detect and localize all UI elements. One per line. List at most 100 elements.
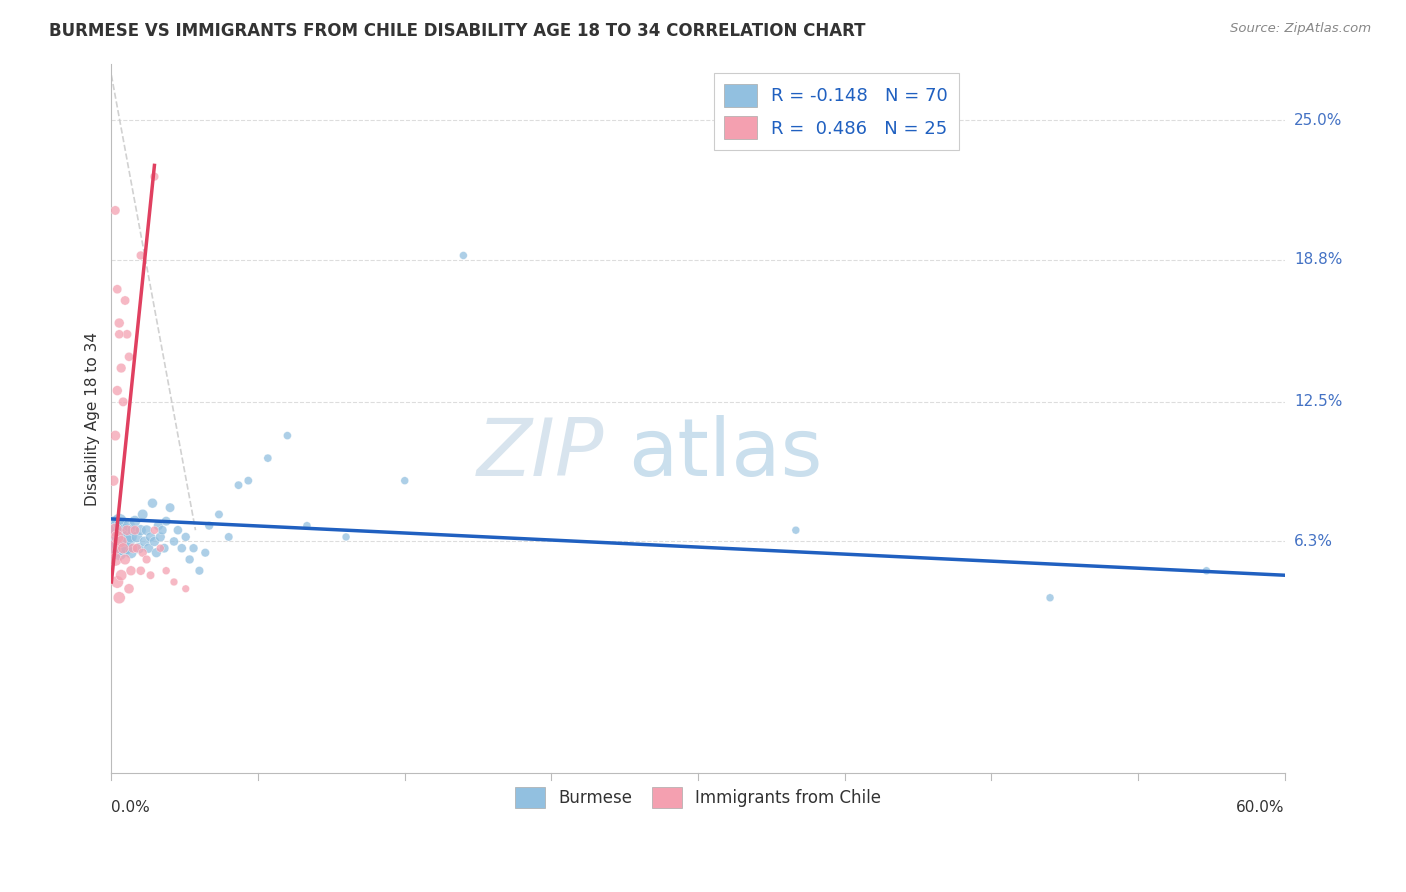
Point <box>295 518 318 533</box>
Point <box>104 523 127 537</box>
Point <box>143 534 166 549</box>
Point <box>208 508 231 522</box>
Point <box>108 327 131 342</box>
Point <box>110 534 132 549</box>
Point <box>198 518 221 533</box>
Point <box>128 541 150 556</box>
Point <box>394 474 416 488</box>
Point <box>118 518 141 533</box>
Point <box>104 428 127 442</box>
Point <box>174 582 197 596</box>
Point <box>115 530 138 544</box>
Point <box>112 537 135 551</box>
Point <box>139 530 162 544</box>
Point <box>105 574 128 589</box>
Point <box>118 534 141 549</box>
Point <box>276 428 298 442</box>
Point <box>108 591 131 605</box>
Point <box>108 316 131 330</box>
Point <box>163 574 186 589</box>
Point <box>115 541 138 556</box>
Point <box>112 525 135 540</box>
Point <box>118 350 141 364</box>
Point <box>145 546 167 560</box>
Point <box>143 523 166 537</box>
Point <box>150 523 173 537</box>
Point <box>159 500 181 515</box>
Point <box>238 474 260 488</box>
Point <box>155 514 177 528</box>
Point <box>103 474 125 488</box>
Point <box>125 530 148 544</box>
Point <box>103 541 125 556</box>
Point <box>105 541 128 556</box>
Point <box>163 534 186 549</box>
Point <box>129 564 152 578</box>
Point <box>110 541 132 556</box>
Point <box>114 293 136 308</box>
Point <box>218 530 240 544</box>
Point <box>131 508 153 522</box>
Point <box>104 541 127 556</box>
Point <box>105 534 128 549</box>
Point <box>108 514 131 528</box>
Point <box>183 541 205 556</box>
Legend: Burmese, Immigrants from Chile: Burmese, Immigrants from Chile <box>508 780 889 814</box>
Point <box>129 248 152 262</box>
Text: atlas: atlas <box>627 415 823 493</box>
Point <box>179 552 201 566</box>
Point <box>131 546 153 560</box>
Point <box>138 541 160 556</box>
Text: Source: ZipAtlas.com: Source: ZipAtlas.com <box>1230 22 1371 36</box>
Point <box>105 530 128 544</box>
Text: 6.3%: 6.3% <box>1294 534 1333 549</box>
Text: 60.0%: 60.0% <box>1236 800 1285 815</box>
Point <box>170 541 193 556</box>
Text: 18.8%: 18.8% <box>1294 252 1343 268</box>
Text: ZIP: ZIP <box>477 415 605 493</box>
Point <box>1039 591 1062 605</box>
Point <box>114 523 136 537</box>
Point <box>124 514 146 528</box>
Text: BURMESE VS IMMIGRANTS FROM CHILE DISABILITY AGE 18 TO 34 CORRELATION CHART: BURMESE VS IMMIGRANTS FROM CHILE DISABIL… <box>49 22 866 40</box>
Point <box>110 568 132 582</box>
Point <box>114 534 136 549</box>
Point <box>104 518 127 533</box>
Point <box>134 534 156 549</box>
Point <box>103 523 125 537</box>
Point <box>110 518 132 533</box>
Point <box>135 552 157 566</box>
Point <box>105 282 128 296</box>
Point <box>112 394 135 409</box>
Point <box>194 546 217 560</box>
Point <box>188 564 211 578</box>
Point <box>257 451 280 466</box>
Point <box>148 518 170 533</box>
Point <box>104 552 127 566</box>
Point <box>141 496 163 510</box>
Point <box>108 530 131 544</box>
Point <box>103 530 125 544</box>
Point <box>105 525 128 540</box>
Point <box>149 530 172 544</box>
Text: 0.0%: 0.0% <box>111 800 150 815</box>
Text: 25.0%: 25.0% <box>1294 113 1343 128</box>
Point <box>104 530 127 544</box>
Point <box>139 568 162 582</box>
Point <box>108 546 131 560</box>
Point <box>105 384 128 398</box>
Point <box>120 530 142 544</box>
Point <box>112 530 135 544</box>
Point <box>143 169 166 184</box>
Point <box>114 541 136 556</box>
Point <box>453 248 475 262</box>
Point <box>149 541 172 556</box>
Point <box>115 327 138 342</box>
Point <box>335 530 357 544</box>
Point <box>110 534 132 549</box>
Point <box>785 523 807 537</box>
Point <box>105 523 128 537</box>
Point <box>124 523 146 537</box>
Point <box>118 582 141 596</box>
Point <box>153 541 176 556</box>
